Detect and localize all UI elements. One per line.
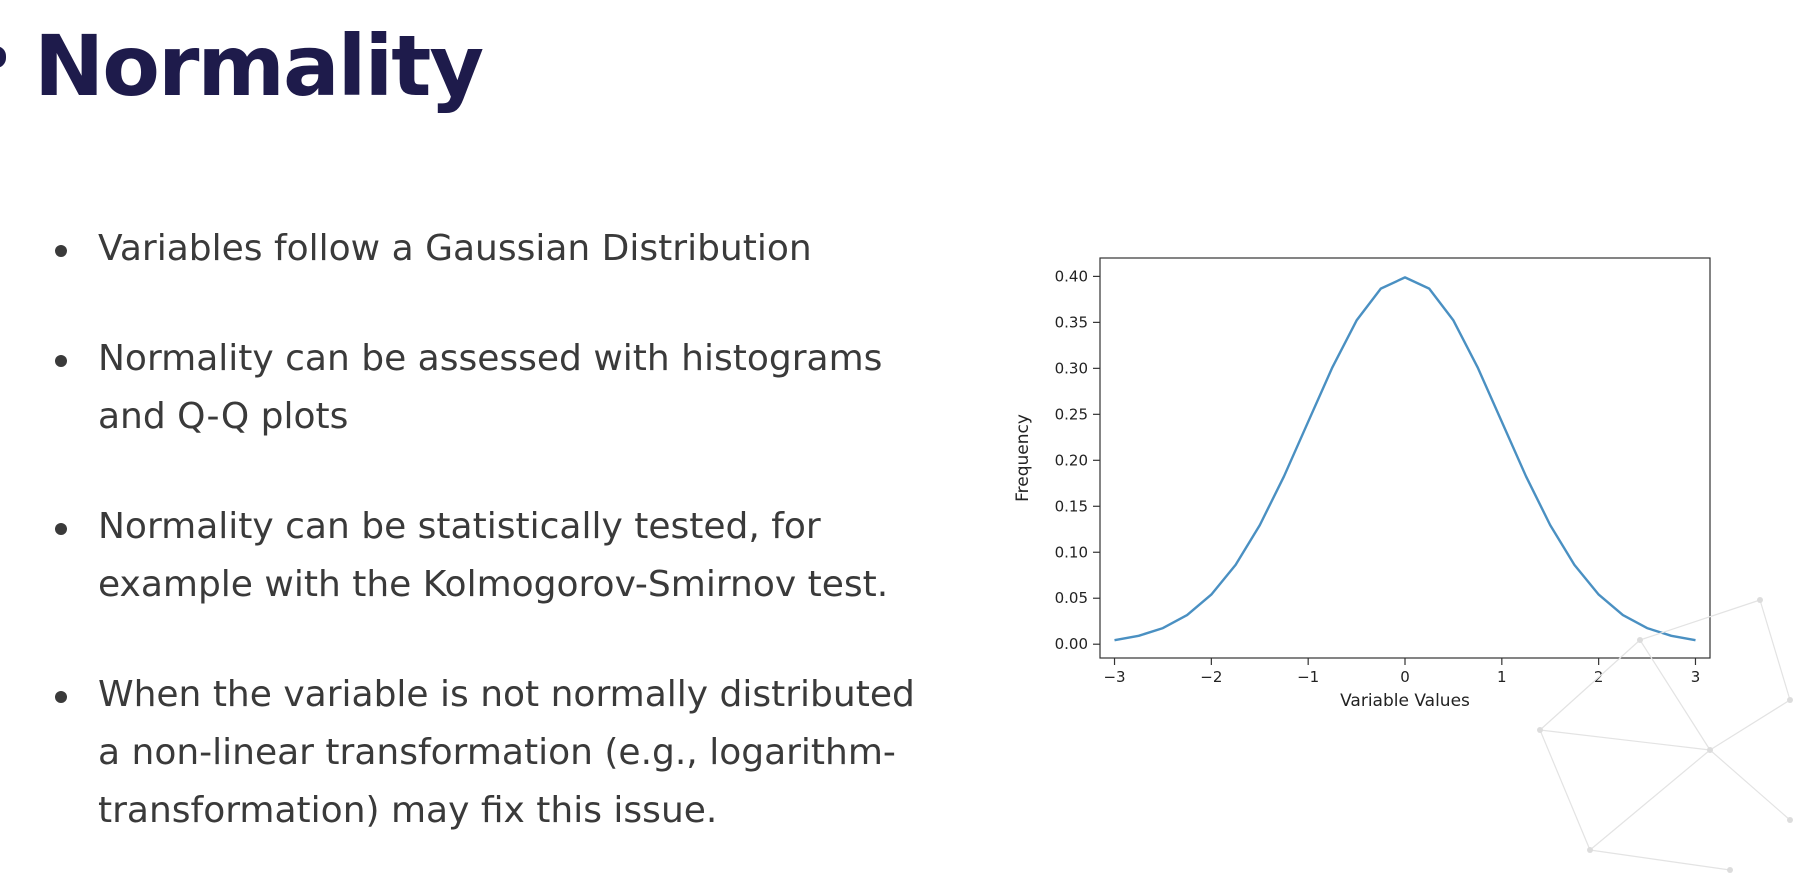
gaussian-curve-line — [1114, 276, 1696, 642]
x-tick-label: −1 — [1297, 668, 1319, 686]
bullet-dot — [55, 691, 67, 703]
bullet-item: Normality can be statistically tested, f… — [50, 498, 970, 614]
bullet-text-line: Normality can be statistically tested, f… — [98, 506, 821, 547]
normal-distribution-chart: −3 −2 −1 0 1 2 30.000.050.100.150.200.250.300.… — [1013, 257, 1711, 711]
bullet-dot — [55, 355, 67, 367]
y-tick-label: 0.05 — [1055, 589, 1088, 607]
x-tick-label: −2 — [1200, 668, 1222, 686]
bullet-text-line: example with the Kolmogorov-Smirnov test… — [98, 564, 889, 605]
bullet-item: Variables follow a Gaussian Distribution — [50, 220, 970, 278]
bullet-dot — [55, 245, 67, 257]
x-tick-label: −3 — [1103, 668, 1125, 686]
bullet-text-line: a non-linear transformation (e.g., logar… — [98, 732, 896, 773]
bullet-text-line: When the variable is not normally distri… — [98, 674, 915, 715]
x-axis-label: Variable Values — [1340, 691, 1470, 711]
y-tick-label: 0.10 — [1055, 543, 1088, 561]
bullet-text-line: Normality can be assessed with histogram… — [98, 338, 883, 379]
x-tick-label: 1 — [1497, 668, 1507, 686]
x-tick-label: 0 — [1400, 668, 1410, 686]
bullet-list: Variables follow a Gaussian Distribution… — [50, 220, 970, 892]
bullet-text-line: and Q-Q plots — [98, 396, 349, 437]
corner-mark — [0, 46, 6, 68]
y-tick-label: 0.15 — [1055, 497, 1088, 515]
y-axis-label: Frequency — [1013, 414, 1033, 502]
y-tick-label: 0.35 — [1055, 313, 1088, 331]
y-tick-label: 0.30 — [1055, 359, 1088, 377]
network-background-decoration — [1537, 597, 1793, 873]
bullet-item: When the variable is not normally distri… — [50, 666, 970, 840]
bullet-item: Normality can be assessed with histogram… — [50, 330, 970, 446]
y-tick-label: 0.00 — [1055, 635, 1088, 653]
bullet-dot — [55, 523, 67, 535]
y-tick-label: 0.25 — [1055, 405, 1088, 423]
bullet-text-line: transformation) may fix this issue. — [98, 790, 718, 831]
y-tick-label: 0.40 — [1055, 267, 1088, 285]
x-tick-label: 3 — [1691, 668, 1701, 686]
slide-title: Normality — [34, 17, 484, 115]
y-tick-label: 0.20 — [1055, 451, 1088, 469]
bullet-text-line: Variables follow a Gaussian Distribution — [98, 228, 812, 269]
